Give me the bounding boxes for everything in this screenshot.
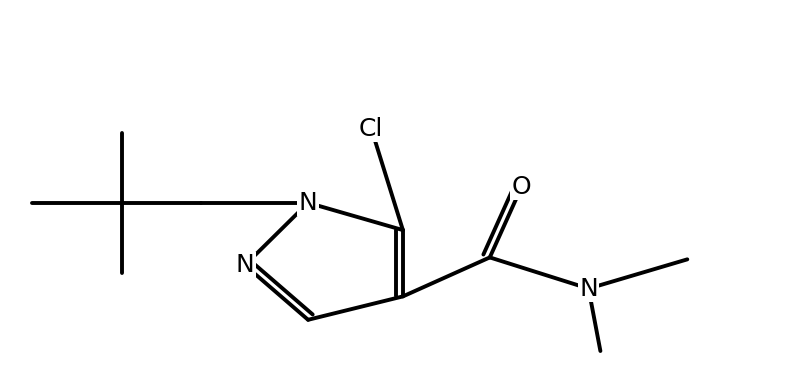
Text: Cl: Cl	[359, 117, 383, 141]
Text: O: O	[512, 175, 531, 199]
Text: N: N	[299, 191, 318, 215]
Text: N: N	[235, 253, 254, 277]
Text: N: N	[579, 277, 598, 301]
